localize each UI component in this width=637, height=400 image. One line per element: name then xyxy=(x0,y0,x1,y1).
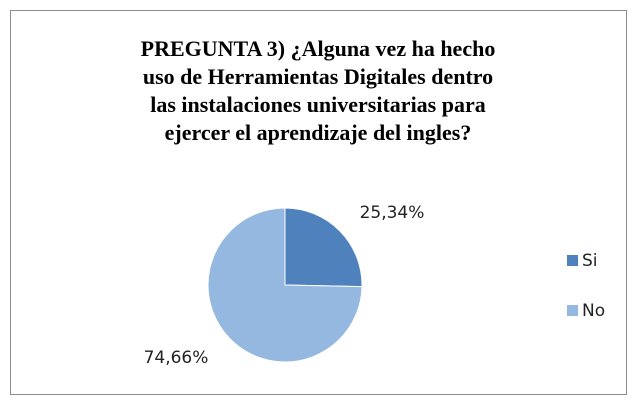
chart-title: PREGUNTA 3) ¿Alguna vez ha hecho xyxy=(141,36,496,61)
data-label: 74,66% xyxy=(144,348,209,368)
data-label: 25,34% xyxy=(360,203,425,223)
chart-title: ejercer el aprendizaje del ingles? xyxy=(165,120,472,145)
legend-swatch xyxy=(567,255,578,266)
chart-title: las instalaciones universitarias para xyxy=(150,92,486,117)
legend-label: Si xyxy=(582,251,598,271)
pie-slice xyxy=(207,207,363,363)
legend-swatch xyxy=(567,305,578,316)
pie-slice xyxy=(284,207,363,288)
legend-label: No xyxy=(582,301,605,321)
chart-title: uso de Herramientas Digitales dentro xyxy=(143,64,493,89)
